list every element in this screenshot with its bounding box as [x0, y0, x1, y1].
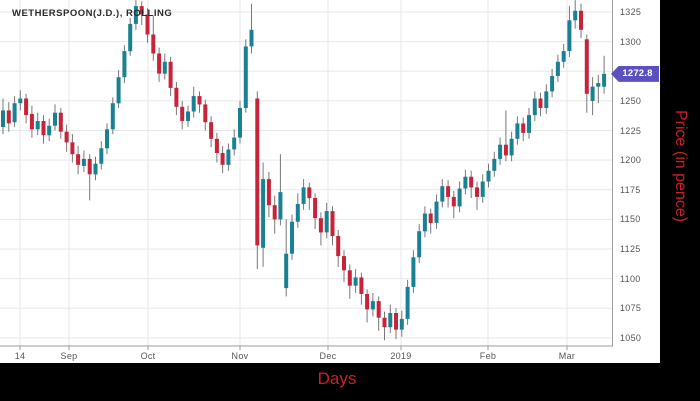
x-tick-label: Dec: [319, 351, 337, 361]
x-tick-label: Sep: [60, 351, 78, 361]
y-tick-label: 1050: [620, 332, 642, 343]
y-tick-label: 1300: [620, 36, 642, 47]
x-tick-label: Feb: [479, 351, 497, 361]
x-tick-label: 14: [14, 351, 26, 361]
x-tick-label: Oct: [140, 351, 156, 361]
y-tick-label: 1250: [620, 95, 642, 106]
y-tick-label: 1075: [620, 303, 642, 314]
y-tick-label: 1175: [620, 184, 641, 195]
y-tick-label: 1125: [620, 244, 641, 254]
x-tick-label: Mar: [558, 351, 576, 361]
last-price-badge: 1272.8: [611, 65, 659, 82]
y-tick-label: 1325: [620, 7, 642, 17]
chart-plot-area[interactable]: [0, 0, 613, 363]
x-tick-label: 2019: [390, 351, 412, 361]
x-tick-label: Nov: [231, 351, 249, 361]
y-axis-title: Price (in pence): [672, 110, 689, 223]
y-tick-label: 1200: [620, 155, 642, 166]
chart-title: WETHERSPOON(J.D.), ROLLING: [12, 8, 173, 19]
y-tick-label: 1100: [620, 273, 641, 284]
x-axis-title: Days: [317, 369, 357, 388]
y-tick-label: 1225: [620, 125, 642, 136]
last-price-value: 1272.8: [622, 68, 653, 80]
bottom-axis-panel: Days: [0, 363, 700, 401]
right-axis-panel: Price (in pence): [660, 0, 700, 401]
y-tick-label: 1150: [620, 214, 641, 225]
